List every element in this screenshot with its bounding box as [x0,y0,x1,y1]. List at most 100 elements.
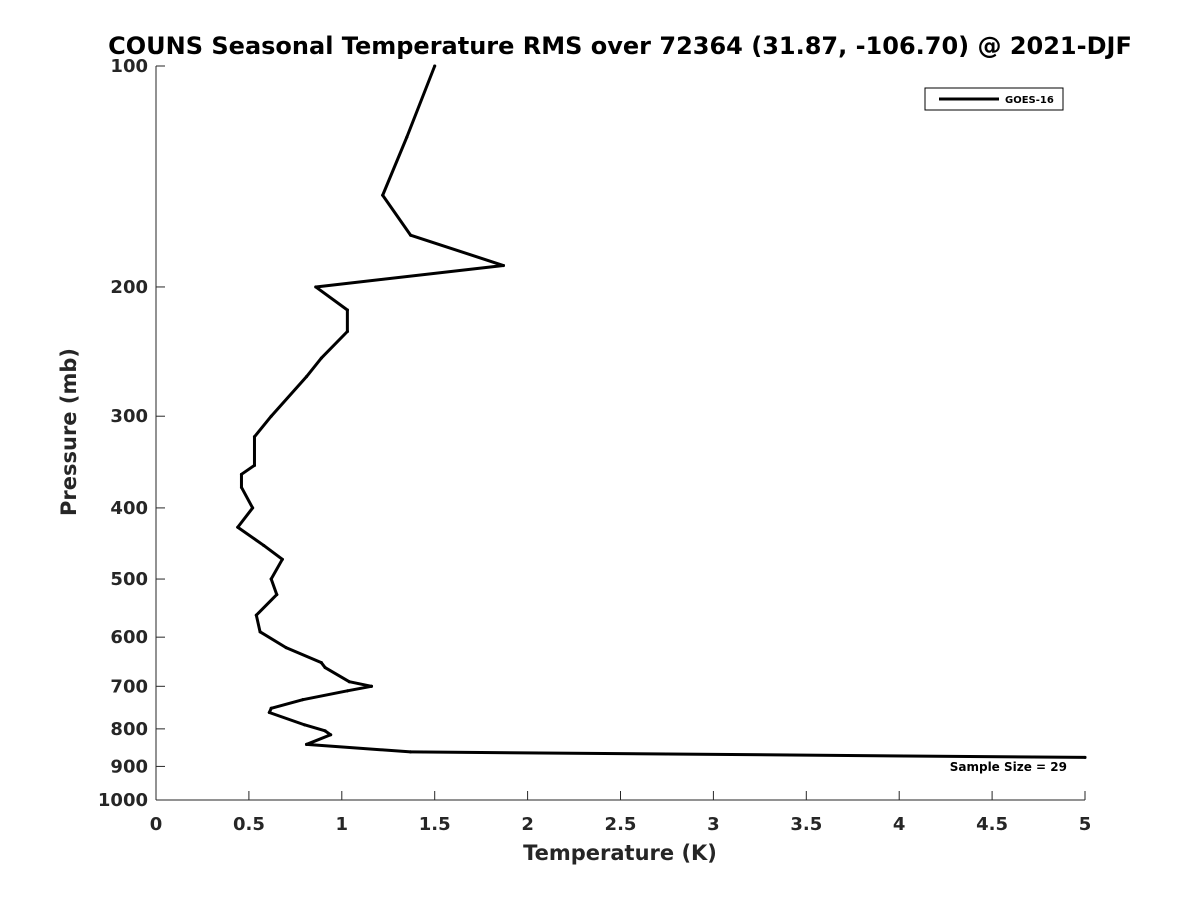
series-segment [252,414,273,439]
series-point [269,577,273,581]
series-point [381,193,385,197]
series-point [284,646,288,650]
series-segment [239,485,255,510]
series-segment [239,463,256,476]
series-point [262,543,266,547]
y-tick-label: 200 [110,277,148,298]
series-goes-16 [236,64,1087,759]
series-point [304,375,308,379]
y-tick-label: 100 [110,56,148,77]
y-tick-label: 1000 [98,790,148,811]
x-tick-label: 0 [150,814,163,835]
series-layer [236,64,1087,759]
x-axis-ticks: 0 0.5 1 1.5 2 2.5 3 3.5 4 4.5 5 [150,791,1092,835]
chart-title: COUNS Seasonal Temperature RMS over 7236… [108,32,1132,60]
series-segment [262,543,284,561]
series-segment [269,577,279,597]
series-point [269,414,273,418]
series-segment [269,375,308,418]
legend-entry-label: GOES-16 [1005,95,1054,106]
series-segment [304,356,323,379]
series-point [409,750,413,754]
series-point [236,525,240,529]
series-segment [304,733,333,746]
series-point [347,680,351,684]
series-segment [269,698,305,710]
series-point [405,135,409,139]
series-segment [284,646,323,665]
series-segment [236,525,266,547]
series-segment [236,506,255,529]
series-point [319,356,323,360]
x-tick-label: 2 [521,814,534,835]
series-point [304,742,308,746]
series-point [252,435,256,439]
series-segment [254,613,262,634]
x-tick-label: 0.5 [233,814,265,835]
series-point [303,723,307,727]
series-point [323,729,327,733]
series-segment [254,593,279,617]
series-segment [405,64,437,139]
y-tick-label: 700 [110,676,148,697]
y-tick-label: 500 [110,569,148,590]
series-segment [319,330,349,360]
x-tick-label: 4.5 [976,814,1008,835]
series-point [252,463,256,467]
series-segment [345,684,374,693]
series-point [319,661,323,665]
sample-size-annotation: Sample Size = 29 [950,760,1067,774]
series-segment [267,711,307,727]
series-segment [301,689,349,702]
y-tick-label: 600 [110,627,148,648]
series-segment [314,285,349,312]
y-tick-label: 300 [110,406,148,427]
x-tick-label: 4 [893,814,906,835]
series-point [1083,755,1087,759]
series-point [258,630,262,634]
x-tick-label: 3.5 [790,814,822,835]
series-point [370,684,374,688]
y-axis-ticks: 100 200 300 400 500 600 700 800 900 1000 [98,56,165,811]
series-point [345,308,349,312]
series-segment [269,557,284,581]
series-segment [323,666,351,684]
series-segment [303,723,327,733]
y-tick-label: 900 [110,756,148,777]
x-tick-label: 1.5 [419,814,451,835]
series-segment [258,630,288,650]
x-tick-label: 5 [1079,814,1092,835]
series-point [239,485,243,489]
series-point [345,330,349,334]
x-axis-label: Temperature (K) [523,841,717,865]
series-segment [304,742,413,754]
series-segment [314,264,505,289]
y-tick-label: 800 [110,719,148,740]
series-point [254,613,258,617]
series-segment [381,135,409,197]
x-tick-label: 1 [336,814,349,835]
series-segment [409,750,1087,759]
series-point [280,557,284,561]
series-point [275,593,279,597]
series-point [329,733,333,737]
series-point [239,472,243,476]
y-axis-label: Pressure (mb) [57,348,81,516]
series-point [301,698,305,702]
legend: GOES-16 [924,87,1064,111]
series-point [314,285,318,289]
series-point [501,264,505,268]
series-point [433,64,437,68]
y-tick-label: 400 [110,498,148,519]
x-tick-label: 2.5 [605,814,637,835]
series-point [323,666,327,670]
series-point [409,233,413,237]
series-segment [409,233,505,268]
series-point [267,711,271,715]
series-point [345,689,349,693]
x-tick-label: 3 [707,814,720,835]
series-point [269,706,273,710]
series-segment [381,193,413,237]
